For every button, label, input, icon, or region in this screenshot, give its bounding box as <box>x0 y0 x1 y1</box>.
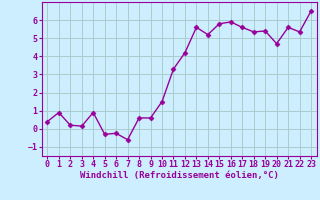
X-axis label: Windchill (Refroidissement éolien,°C): Windchill (Refroidissement éolien,°C) <box>80 171 279 180</box>
